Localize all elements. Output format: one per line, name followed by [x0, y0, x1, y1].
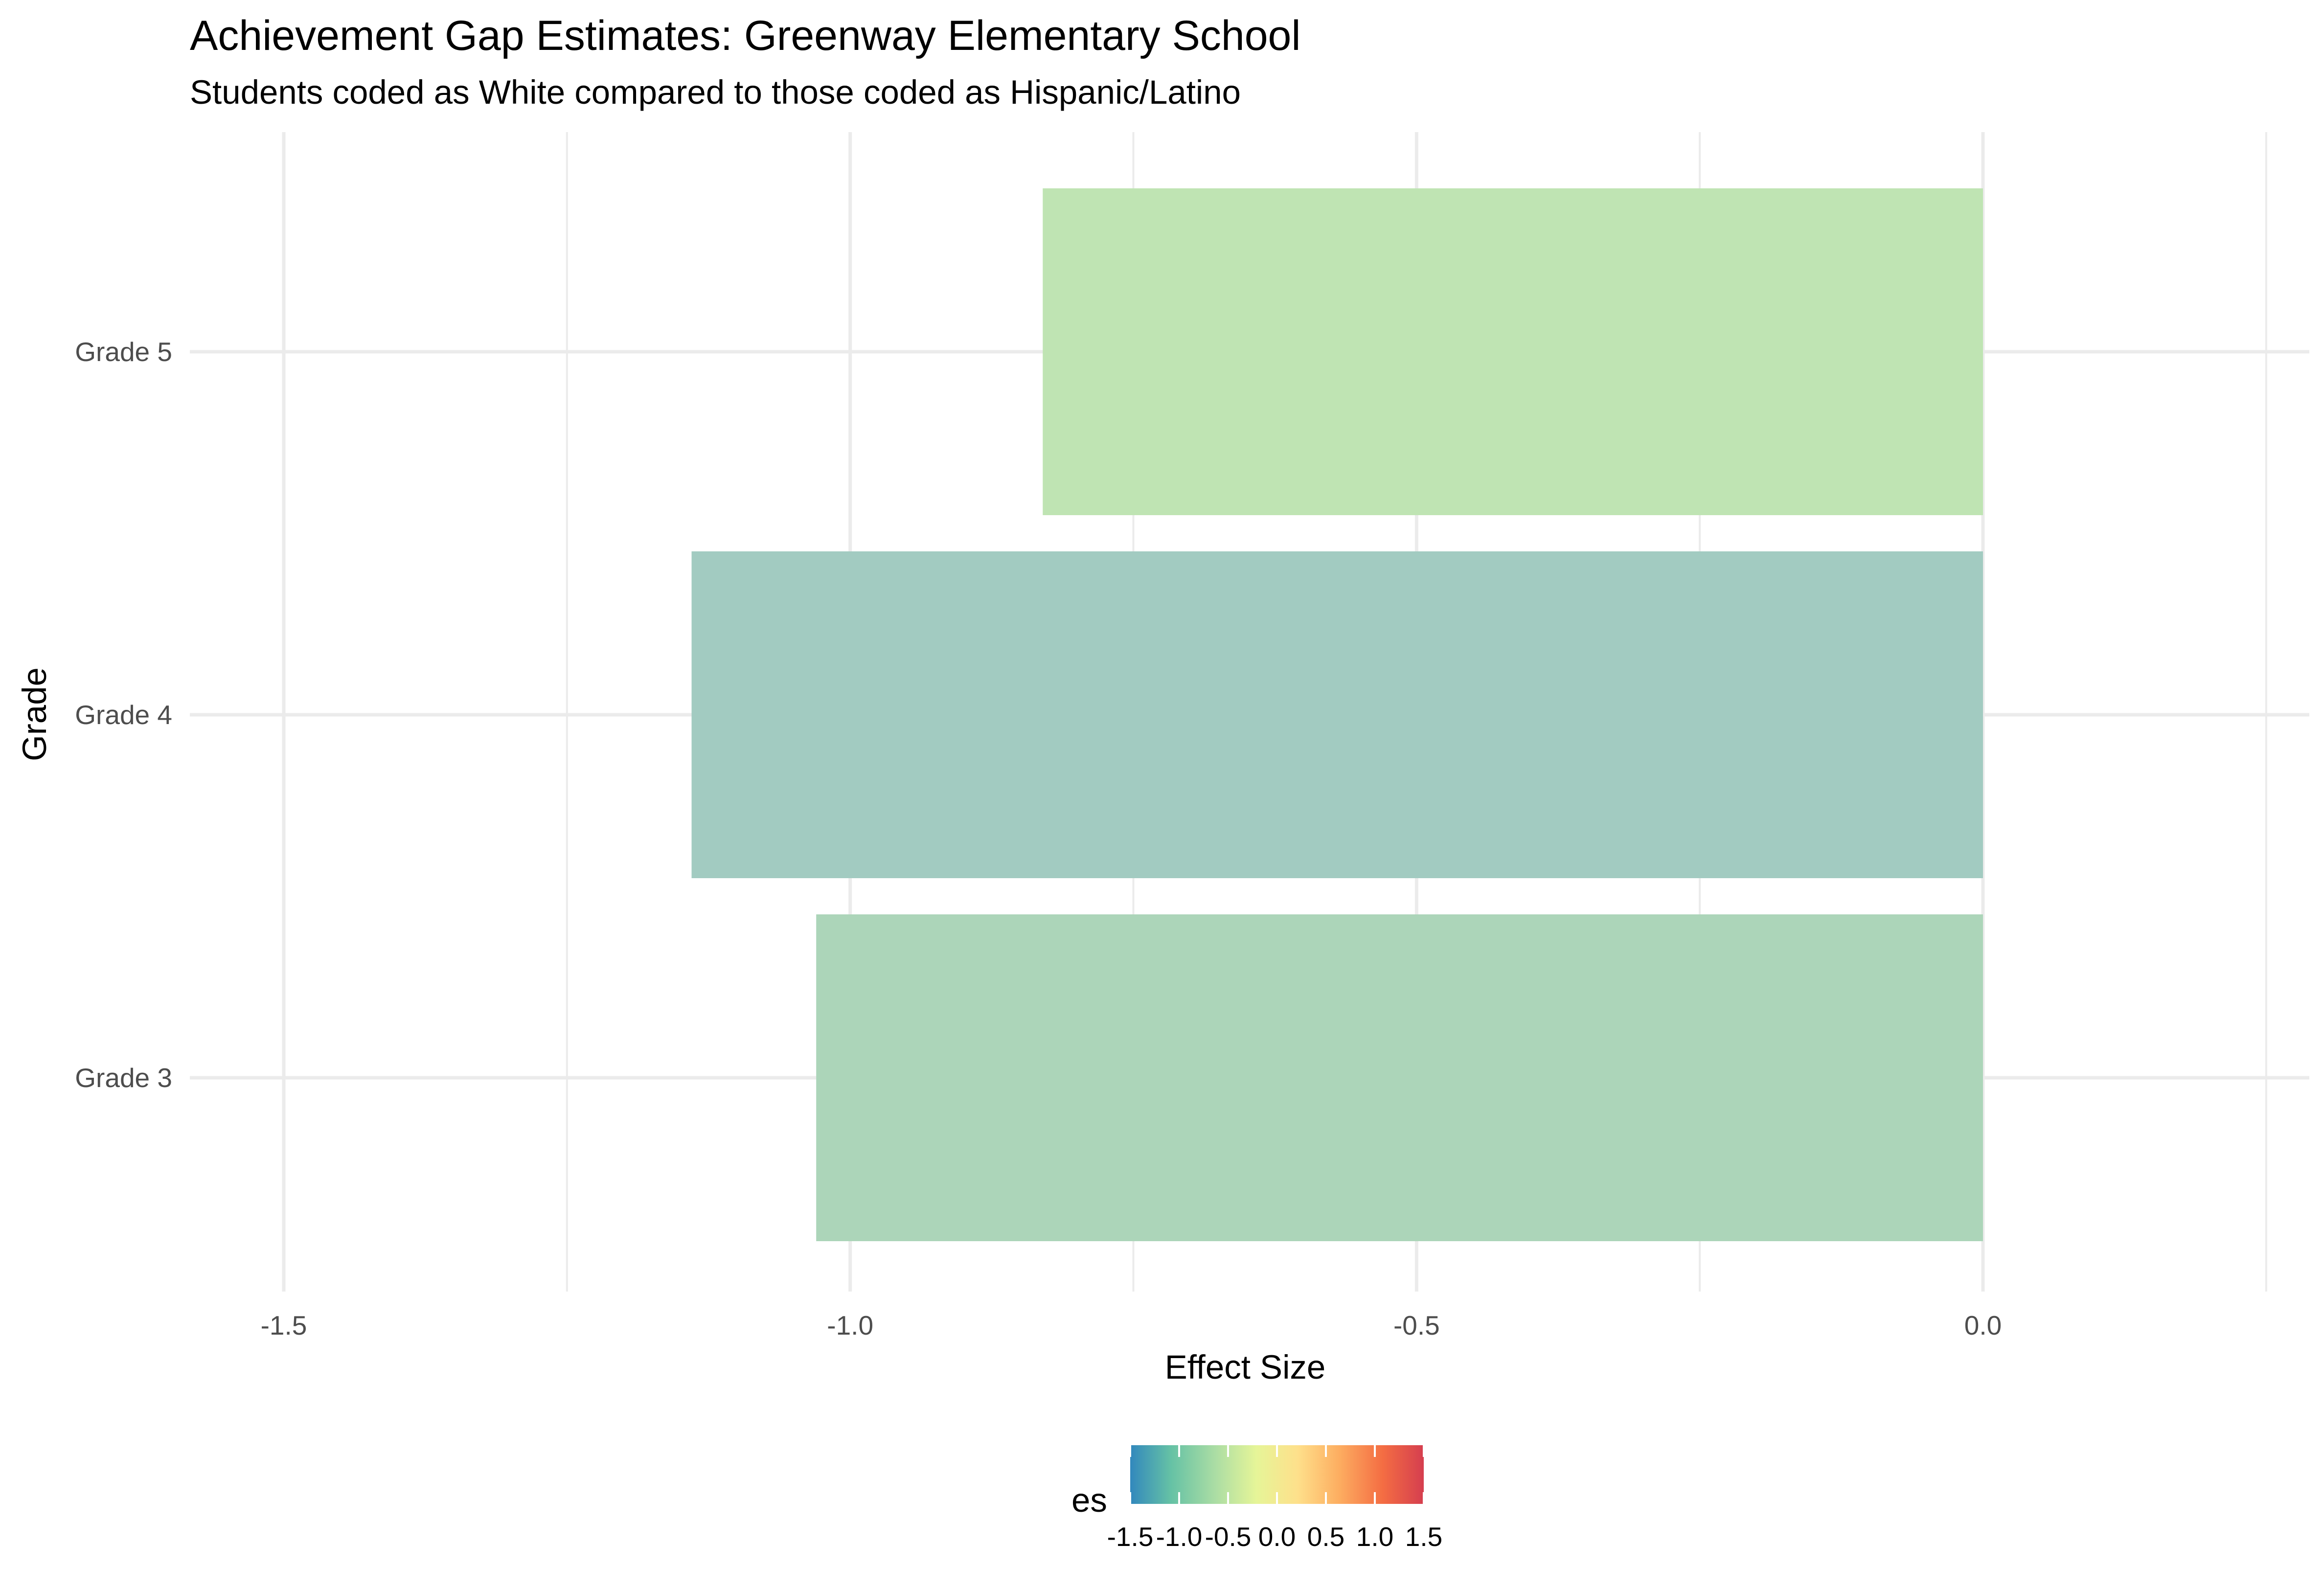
colorbar-tick-label: 1.0 [1356, 1522, 1393, 1552]
chart-subtitle: Students coded as White compared to thos… [190, 73, 1241, 111]
x-tick-labels: -1.5 -1.0 -0.5 0.0 [261, 1310, 2002, 1340]
chart-title: Achievement Gap Estimates: Greenway Elem… [190, 12, 1300, 59]
x-axis-title: Effect Size [1165, 1348, 1326, 1386]
y-axis-title: Grade [16, 667, 53, 761]
colorbar-tick-label: 0.0 [1258, 1522, 1296, 1552]
colorbar-tick-label: -1.5 [1107, 1522, 1154, 1552]
bar-grade-5 [1043, 188, 1983, 515]
colorbar-tick-label: -0.5 [1205, 1522, 1252, 1552]
colorbar-tick-label: -1.0 [1156, 1522, 1203, 1552]
colorbar-tick-label: 0.5 [1307, 1522, 1344, 1552]
y-tick-labels: Grade 3 Grade 4 Grade 5 [75, 337, 172, 1093]
legend-title: es [1071, 1481, 1107, 1519]
bar-grade-3 [816, 914, 1983, 1241]
y-tick-label: Grade 3 [75, 1063, 172, 1093]
colorbar-ticks: -1.5 -1.0 -0.5 0.0 0.5 1.0 1.5 [1107, 1445, 1442, 1552]
colorbar-tick-label: 1.5 [1405, 1522, 1442, 1552]
y-tick-label: Grade 4 [75, 700, 172, 730]
x-tick-label: -0.5 [1393, 1310, 1440, 1340]
x-tick-label: 0.0 [1964, 1310, 2002, 1340]
x-tick-label: -1.0 [827, 1310, 873, 1340]
colorbar-legend: es -1.5 -1.0 -0.5 0.0 0.5 1.0 1.5 [1071, 1445, 1442, 1552]
bars-layer [691, 188, 1983, 1241]
x-tick-label: -1.5 [261, 1310, 307, 1340]
y-tick-label: Grade 5 [75, 337, 172, 367]
bar-grade-4 [691, 551, 1983, 878]
